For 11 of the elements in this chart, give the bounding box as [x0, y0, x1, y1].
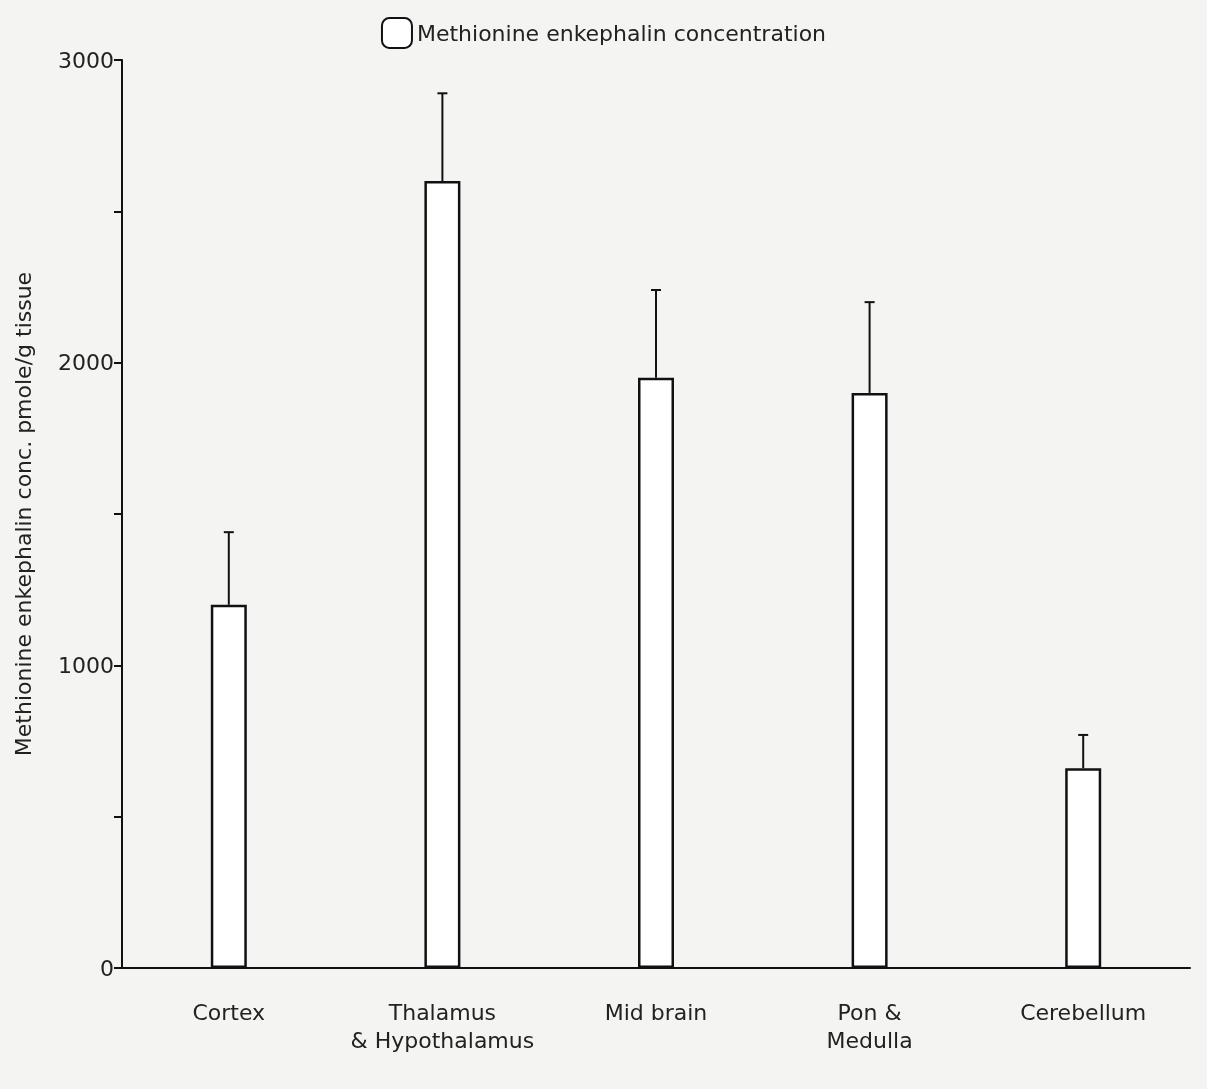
x-tick-label: Cortex: [192, 999, 266, 1025]
y-tick-label: 3000: [58, 47, 114, 73]
y-tick-label: 0: [100, 955, 114, 981]
y-tick-label: 1000: [58, 652, 114, 678]
x-tick-label: Thalamus & Hypothalamus: [350, 999, 535, 1053]
y-tick-label: 2000: [58, 350, 114, 376]
legend-label: Methionine enkephalin concentration: [416, 20, 827, 46]
x-tick-label: Cerebellum: [1020, 999, 1147, 1025]
x-tick-label: Pon & Medulla: [826, 999, 913, 1053]
x-tick-label: Mid brain: [604, 999, 708, 1025]
y-axis-title: Methionine enkephalin conc. pmole/g tissue: [10, 271, 36, 757]
